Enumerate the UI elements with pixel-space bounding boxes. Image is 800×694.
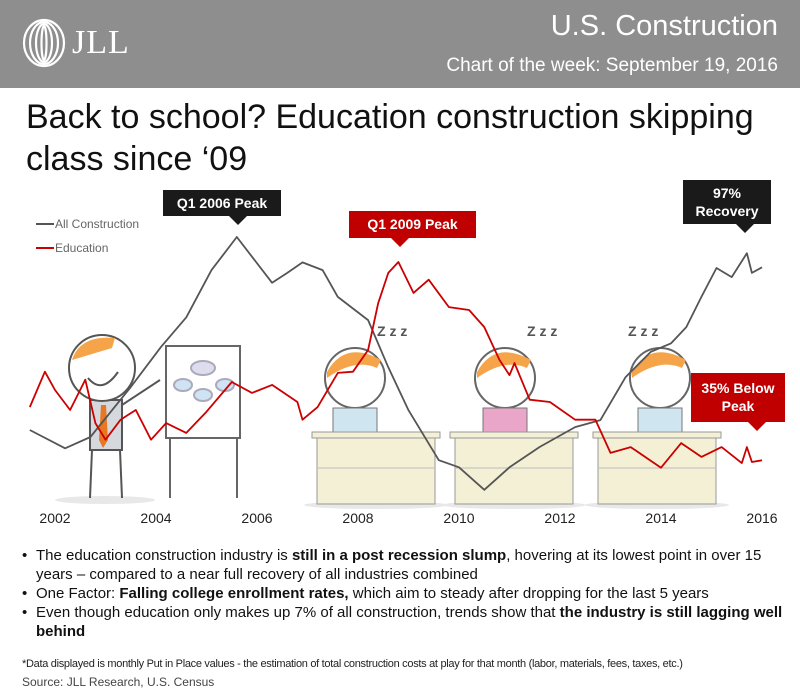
sleep-zzz-icon: Z z z (377, 323, 407, 339)
jll-logo: JLL (22, 18, 130, 68)
chart-legend: All Construction Education (36, 212, 139, 260)
key-points-list: The education construction industry is s… (22, 546, 792, 641)
bullet-bold-text: still in a post recession slump (291, 547, 507, 564)
x-tick-label: 2012 (544, 510, 576, 526)
x-tick-label: 2014 (645, 510, 677, 526)
legend-item-all-construction: All Construction (36, 212, 139, 236)
bullet-text: which aim to steady after dropping for t… (348, 585, 709, 602)
bullet-bold-text: the industry is still lagging well behin… (36, 604, 783, 640)
student-shirt (637, 407, 683, 435)
callout-text: Q1 2009 Peak (367, 216, 458, 232)
footnote: *Data displayed is monthly Put in Place … (22, 658, 683, 670)
bullet-text: , hovering at its lowest point in over 1… (36, 547, 762, 583)
header-bar: JLL U.S. Construction Chart of the week:… (0, 0, 800, 88)
teacher-figure (55, 334, 161, 504)
legend-label: Education (55, 241, 109, 255)
x-tick-label: 2016 (746, 510, 778, 526)
source-note: Source: JLL Research, U.S. Census (22, 675, 215, 689)
bullet-item: The education construction industry is s… (22, 546, 792, 584)
bullet-text: The education construction industry is (36, 547, 292, 564)
desk-body (454, 437, 574, 505)
bullet-item: One Factor: Falling college enrollment r… (22, 584, 792, 603)
bullet-item: Even though education only makes up 7% o… (22, 603, 792, 641)
flipchart (165, 345, 241, 498)
bullet-text: Even though education only makes up 7% o… (36, 604, 560, 621)
x-tick-label: 2010 (443, 510, 475, 526)
student-hair (632, 352, 686, 378)
chart-lines (28, 236, 763, 491)
callout-pointer (391, 238, 409, 247)
callout-pointer (229, 216, 247, 225)
sleep-zzz-icon: Z z z (628, 323, 658, 339)
desk-body (316, 437, 436, 505)
student-hair (327, 352, 381, 378)
desk-top (592, 431, 722, 439)
student-at-desk: Z z z (442, 323, 586, 509)
series-line-education (28, 261, 763, 469)
legend-swatch (36, 223, 54, 225)
student-shirt (332, 407, 378, 435)
sleep-zzz-icon: Z z z (527, 323, 557, 339)
callout-text: 35% Below Peak (701, 380, 775, 414)
callout-text: Q1 2006 Peak (176, 195, 268, 211)
callout-q1-2006-peak: Q1 2006 Peak (163, 190, 281, 225)
callout-35-below-peak: 35% Below Peak (691, 373, 785, 431)
series-line-all-construction (29, 236, 763, 491)
x-tick-label: 2008 (342, 510, 374, 526)
x-tick-label: 2006 (241, 510, 273, 526)
student-at-desk: Z z z (304, 323, 448, 509)
student-shirt (482, 407, 528, 435)
x-tick-label: 2004 (140, 510, 172, 526)
logo-text: JLL (72, 24, 130, 61)
desk-body (597, 437, 717, 505)
callout-pointer (736, 224, 754, 233)
callout-q1-2009-peak: Q1 2009 Peak (349, 211, 476, 247)
legend-item-education: Education (36, 236, 139, 260)
callout-97-recovery: 97% Recovery From Peak (683, 180, 771, 237)
header-title: U.S. Construction (550, 10, 778, 42)
desk-top (311, 431, 441, 439)
headline: Back to school? Education construction s… (26, 98, 754, 178)
legend-label: All Construction (55, 217, 140, 231)
jll-swirl-icon (22, 18, 66, 68)
header-subtitle: Chart of the week: September 19, 2016 (446, 55, 778, 76)
x-tick-label: 2002 (39, 510, 71, 526)
student-at-desk: Z z z (585, 323, 729, 509)
bullet-text: One Factor: (36, 585, 120, 602)
bullet-bold-text: Falling college enrollment rates, (119, 585, 349, 602)
callout-pointer (748, 422, 766, 431)
legend-swatch (36, 247, 54, 249)
